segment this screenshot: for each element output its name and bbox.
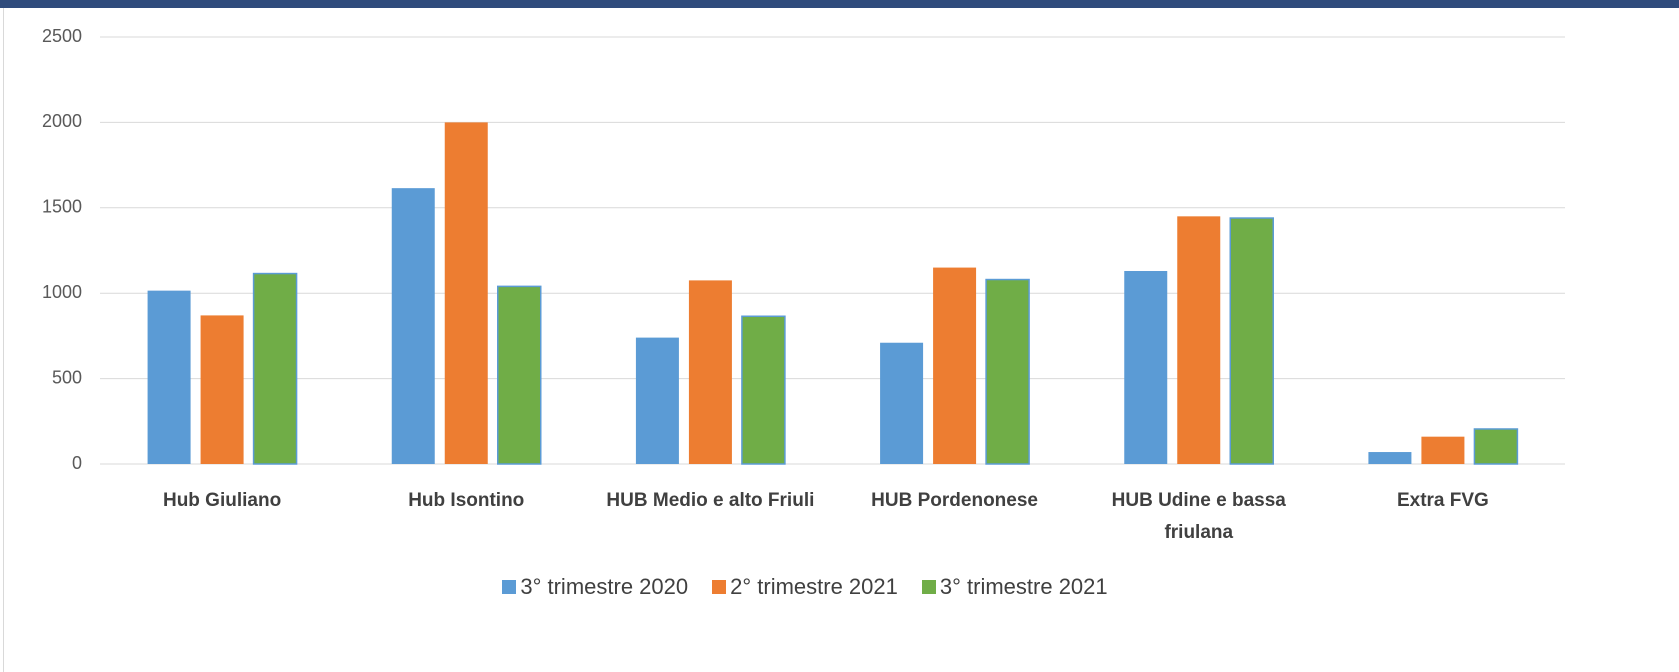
bar xyxy=(688,280,732,464)
bar xyxy=(147,290,191,464)
bar xyxy=(200,315,244,464)
legend-label: 3° trimestre 2021 xyxy=(939,574,1108,599)
legend-item: 3° trimestre 2021 xyxy=(921,574,1108,600)
bar xyxy=(635,337,679,464)
y-tick-label: 1000 xyxy=(42,282,82,302)
bar xyxy=(1473,428,1519,465)
y-tick-label: 500 xyxy=(52,367,82,387)
y-tick-label: 2000 xyxy=(42,111,82,131)
x-tick-label: Hub Giuliano xyxy=(162,490,282,511)
y-tick-label: 0 xyxy=(72,453,82,473)
bar xyxy=(933,267,977,464)
legend-item: 3° trimestre 2020 xyxy=(502,574,688,600)
x-tick-label: Hub Isontino xyxy=(408,490,525,511)
bar xyxy=(391,188,435,464)
bar xyxy=(1368,452,1412,464)
bar xyxy=(444,122,488,465)
legend: 3° trimestre 2020 2° trimestre 2021 3° tri… xyxy=(0,574,1610,600)
bar xyxy=(985,278,1030,465)
bar xyxy=(1421,436,1465,464)
bar xyxy=(1229,217,1274,465)
y-tick-label: 2500 xyxy=(42,26,82,46)
x-tick-label: HUB Udine e bassa friulana xyxy=(1111,490,1286,543)
bar xyxy=(1124,270,1168,464)
x-tick-label: Extra FVG xyxy=(1396,490,1489,511)
x-tick-label: HUB Pordenonese xyxy=(871,490,1038,511)
bar xyxy=(880,342,924,464)
bar xyxy=(497,285,542,465)
legend-label: 3° trimestre 2020 xyxy=(520,574,689,599)
legend-swatch xyxy=(712,580,727,594)
top-bar xyxy=(0,0,1679,8)
legend-item: 2° trimestre 2021 xyxy=(712,574,898,600)
bar xyxy=(741,315,786,465)
bar xyxy=(252,272,298,465)
legend-swatch xyxy=(502,580,517,594)
legend-label: 2° trimestre 2021 xyxy=(730,574,898,599)
x-tick-label: HUB Medio e alto Friuli xyxy=(606,490,815,511)
y-tick-label: 1500 xyxy=(42,197,82,217)
bar xyxy=(1177,216,1221,464)
legend-swatch xyxy=(921,580,936,594)
frame-line xyxy=(3,8,4,672)
